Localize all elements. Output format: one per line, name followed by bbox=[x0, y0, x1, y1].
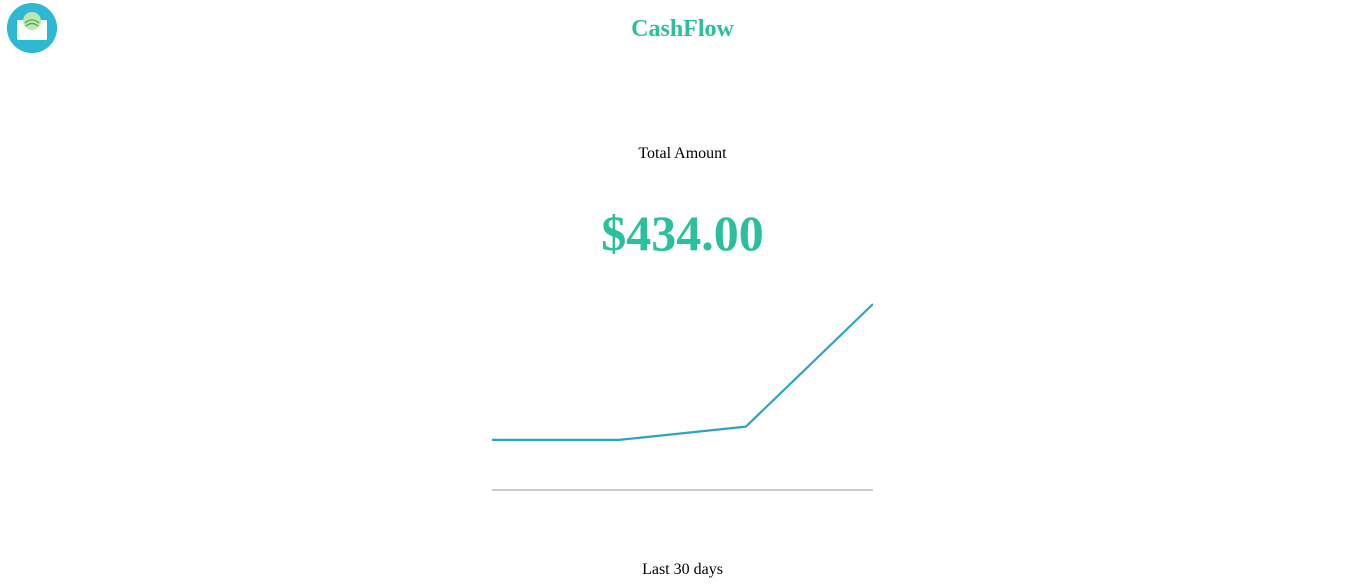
cashflow-line-chart bbox=[492, 303, 873, 491]
app-title: CashFlow bbox=[631, 16, 734, 42]
total-amount-label: Total Amount bbox=[638, 145, 727, 162]
total-amount-value: $434.00 bbox=[601, 205, 764, 261]
period-label: Last 30 days bbox=[642, 561, 723, 578]
chart-series-line bbox=[492, 303, 873, 441]
logo-graphic bbox=[7, 3, 57, 53]
money-envelope-icon[interactable] bbox=[7, 3, 57, 53]
